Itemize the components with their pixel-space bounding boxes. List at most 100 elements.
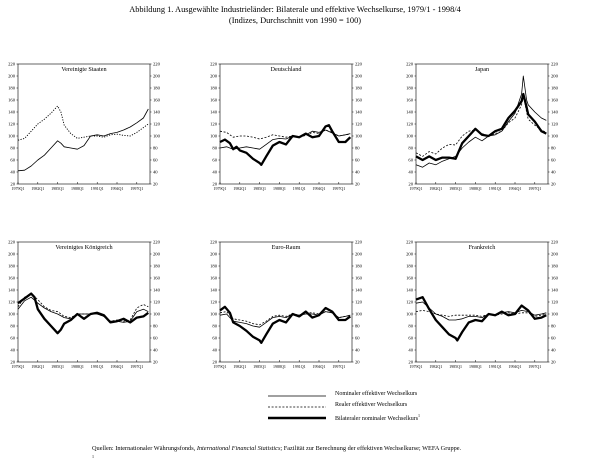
y-tick-label-left: 20: [212, 182, 217, 187]
y-tick-label-left: 40: [10, 348, 15, 353]
y-tick-label-right: 100: [551, 134, 559, 139]
y-tick-label-right: 220: [153, 62, 161, 67]
x-tick-label: 1979Q1: [214, 364, 227, 369]
x-tick-label: 1997Q1: [332, 186, 345, 191]
y-tick-label-right: 40: [551, 348, 556, 353]
y-tick-label-right: 60: [153, 336, 158, 341]
y-tick-label-right: 160: [153, 276, 161, 281]
plot-frame: [219, 63, 353, 185]
plot-frame: [415, 241, 549, 363]
x-tick-label: 1982Q1: [429, 186, 442, 191]
y-tick-label-left: 60: [10, 158, 15, 163]
y-tick-label-left: 220: [406, 62, 414, 67]
y-tick-label-left: 100: [406, 312, 414, 317]
y-tick-label-right: 120: [153, 122, 161, 127]
y-tick-label-right: 140: [355, 110, 363, 115]
x-tick-label: 1979Q1: [12, 364, 25, 369]
y-tick-label-left: 160: [210, 276, 218, 281]
x-tick-label: 1994Q1: [111, 364, 124, 369]
x-tick-label: 1997Q1: [130, 364, 143, 369]
x-tick-label: 1997Q1: [130, 186, 143, 191]
y-tick-label-left: 140: [210, 288, 218, 293]
y-tick-label-left: 20: [10, 360, 15, 365]
y-tick-label-left: 20: [10, 182, 15, 187]
y-tick-label-left: 120: [406, 300, 414, 305]
y-tick-label-right: 140: [153, 288, 161, 293]
x-tick-label: 1994Q1: [509, 364, 522, 369]
y-tick-label-left: 40: [212, 348, 217, 353]
x-tick-label: 1988Q1: [469, 364, 482, 369]
x-tick-label: 1991Q1: [489, 186, 502, 191]
y-tick-label-left: 160: [8, 98, 16, 103]
y-tick-label-right: 80: [551, 146, 556, 151]
series-line-thin: [219, 311, 351, 328]
y-tick-label-right: 40: [153, 348, 158, 353]
x-tick-label: 1988Q1: [71, 364, 84, 369]
y-tick-label-left: 220: [8, 62, 16, 67]
y-tick-label-right: 20: [153, 360, 158, 365]
panel-title: Frankreich: [469, 244, 497, 251]
y-tick-label-right: 80: [551, 324, 556, 329]
y-tick-label-left: 180: [210, 264, 218, 269]
y-tick-label-left: 220: [210, 240, 218, 245]
y-tick-label-right: 40: [153, 170, 158, 175]
y-tick-label-right: 20: [153, 182, 158, 187]
y-tick-label-right: 140: [551, 110, 559, 115]
y-tick-label-left: 180: [406, 264, 414, 269]
y-tick-label-left: 60: [212, 158, 217, 163]
source-publication: International Financial Statistics: [196, 445, 281, 452]
x-tick-label: 1985Q1: [449, 364, 462, 369]
series-line-thick: [219, 124, 352, 166]
x-tick-label: 1982Q1: [31, 186, 44, 191]
y-tick-label-left: 200: [210, 252, 218, 257]
y-tick-label-right: 220: [153, 240, 161, 245]
x-tick-label: 1982Q1: [31, 364, 44, 369]
y-tick-label-right: 220: [355, 62, 363, 67]
y-tick-label-right: 200: [153, 252, 161, 257]
x-tick-label: 1991Q1: [489, 364, 502, 369]
x-tick-label: 1982Q1: [233, 364, 246, 369]
y-tick-label-right: 200: [355, 74, 363, 79]
y-tick-label-left: 100: [8, 312, 16, 317]
x-tick-label: 1982Q1: [233, 186, 246, 191]
y-tick-label-left: 40: [408, 170, 413, 175]
y-tick-label-left: 100: [8, 134, 16, 139]
series-line-thick: [17, 292, 149, 335]
y-tick-label-right: 140: [551, 288, 559, 293]
panel-title: Vereinigte Staaten: [61, 66, 106, 73]
y-tick-label-right: 160: [551, 276, 559, 281]
y-tick-label-right: 200: [551, 252, 559, 257]
y-tick-label-left: 160: [406, 98, 414, 103]
y-tick-label-right: 20: [355, 182, 360, 187]
y-tick-label-right: 220: [551, 62, 559, 67]
y-tick-label-right: 160: [551, 98, 559, 103]
y-tick-label-right: 80: [355, 146, 360, 151]
x-tick-label: 1979Q1: [12, 186, 25, 191]
y-tick-label-left: 220: [210, 62, 218, 67]
y-tick-label-left: 180: [8, 264, 16, 269]
y-tick-label-right: 180: [355, 264, 363, 269]
y-tick-label-left: 60: [212, 336, 217, 341]
x-tick-label: 1994Q1: [313, 186, 326, 191]
y-tick-label-left: 160: [210, 98, 218, 103]
series-line-thin: [17, 108, 149, 172]
x-tick-label: 1979Q1: [410, 364, 423, 369]
x-tick-label: 1979Q1: [410, 186, 423, 191]
y-tick-label-right: 180: [355, 86, 363, 91]
y-tick-label-right: 40: [355, 348, 360, 353]
y-tick-label-left: 140: [210, 110, 218, 115]
plot-frame: [219, 241, 353, 363]
chart-panel-united-kingdom: Vereinigtes Königreich 20 20 40 40 60 60 80 80 10…: [0, 224, 168, 399]
y-tick-label-left: 140: [8, 110, 16, 115]
y-tick-label-right: 60: [153, 158, 158, 163]
plot-frame: [415, 63, 549, 185]
y-tick-label-right: 80: [153, 146, 158, 151]
x-tick-label: 1997Q1: [528, 364, 541, 369]
y-tick-label-left: 200: [8, 252, 16, 257]
panel-title: Japan: [475, 66, 489, 73]
x-tick-label: 1988Q1: [273, 364, 286, 369]
chart-panel-euro-area: Euro-Raum 20 20 40 40 60 60 80 80 100 100 120 120 140…: [202, 224, 370, 399]
y-tick-label-left: 200: [8, 74, 16, 79]
source-note: Quellen: Internationaler Währungsfonds, …: [92, 445, 462, 459]
x-tick-label: 1997Q1: [528, 186, 541, 191]
